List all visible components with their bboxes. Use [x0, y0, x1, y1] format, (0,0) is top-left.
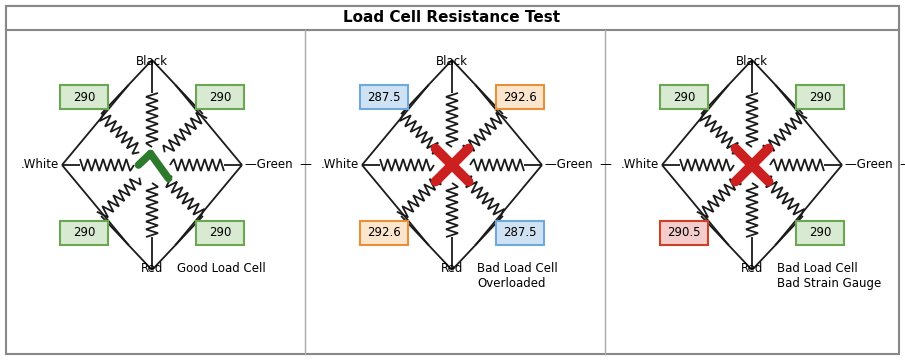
Text: Bad Load Cell
Overloaded: Bad Load Cell Overloaded: [477, 262, 557, 290]
Text: Black: Black: [436, 55, 468, 68]
FancyBboxPatch shape: [195, 221, 243, 245]
FancyBboxPatch shape: [195, 85, 243, 109]
FancyBboxPatch shape: [496, 85, 544, 109]
Text: —Green  —: —Green —: [545, 158, 612, 171]
Text: 290: 290: [73, 226, 95, 239]
Text: Red: Red: [441, 262, 463, 275]
Text: 290: 290: [809, 91, 831, 104]
Text: Red: Red: [141, 262, 163, 275]
Text: 290: 290: [673, 91, 695, 104]
Text: 287.5: 287.5: [503, 226, 537, 239]
Text: Black: Black: [736, 55, 768, 68]
Text: 287.5: 287.5: [367, 91, 401, 104]
FancyBboxPatch shape: [60, 85, 108, 109]
Text: Black: Black: [136, 55, 168, 68]
FancyBboxPatch shape: [660, 85, 708, 109]
Text: 290: 290: [73, 91, 95, 104]
Text: Good Load Cell: Good Load Cell: [177, 262, 266, 275]
FancyBboxPatch shape: [60, 221, 108, 245]
Text: —Green  —: —Green —: [245, 158, 312, 171]
FancyBboxPatch shape: [660, 221, 708, 245]
Text: .White: .White: [621, 158, 659, 171]
Text: 290: 290: [809, 226, 831, 239]
Text: .White: .White: [21, 158, 59, 171]
Text: Load Cell Resistance Test: Load Cell Resistance Test: [343, 10, 560, 26]
FancyBboxPatch shape: [360, 85, 408, 109]
Text: 290: 290: [209, 226, 231, 239]
Text: Bad Load Cell
Bad Strain Gauge: Bad Load Cell Bad Strain Gauge: [777, 262, 881, 290]
FancyBboxPatch shape: [360, 221, 408, 245]
Text: 290: 290: [209, 91, 231, 104]
Text: .White: .White: [320, 158, 359, 171]
FancyBboxPatch shape: [795, 221, 843, 245]
Text: 290.5: 290.5: [667, 226, 700, 239]
Text: 292.6: 292.6: [367, 226, 401, 239]
Text: 292.6: 292.6: [503, 91, 537, 104]
Text: —Green  —: —Green —: [845, 158, 905, 171]
FancyBboxPatch shape: [795, 85, 843, 109]
FancyBboxPatch shape: [496, 221, 544, 245]
Text: Red: Red: [741, 262, 763, 275]
FancyBboxPatch shape: [6, 6, 899, 354]
FancyBboxPatch shape: [6, 6, 899, 30]
